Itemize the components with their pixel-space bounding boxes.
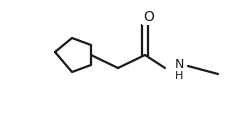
Text: H: H	[175, 71, 183, 81]
Text: N: N	[174, 57, 184, 71]
Text: O: O	[143, 10, 154, 24]
